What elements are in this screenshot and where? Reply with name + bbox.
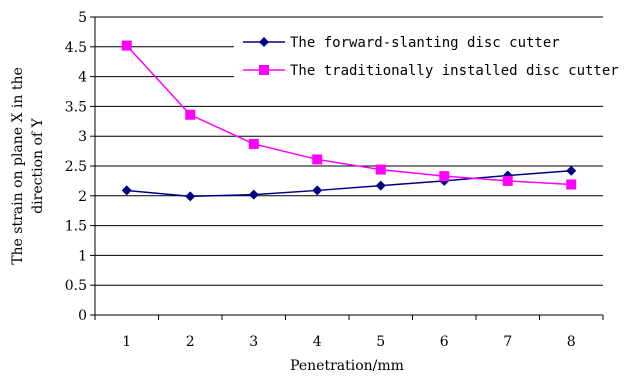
x-axis-title: Penetration/mm bbox=[290, 358, 404, 374]
data-point-square bbox=[375, 164, 386, 175]
y-tick-label: 0.5 bbox=[65, 278, 87, 294]
y-tick-label: 3.5 bbox=[65, 99, 87, 115]
x-tick-label: 5 bbox=[376, 334, 385, 350]
data-point-diamond bbox=[121, 185, 132, 196]
x-tick-label: 1 bbox=[122, 334, 131, 350]
legend-background bbox=[234, 27, 624, 84]
data-point-square bbox=[312, 154, 323, 165]
x-tick-label: 7 bbox=[503, 334, 512, 350]
y-tick-label: 2.5 bbox=[65, 159, 87, 175]
y-tick-label: 3 bbox=[78, 129, 87, 145]
y-tick-label: 4.5 bbox=[65, 40, 87, 56]
data-point-square bbox=[185, 109, 196, 120]
legend-label-traditional: The traditionally installed disc cutter bbox=[290, 63, 619, 79]
x-tick-label: 3 bbox=[249, 334, 258, 350]
y-tick-label: 1 bbox=[78, 248, 87, 264]
axes bbox=[90, 16, 604, 320]
data-point-square bbox=[248, 138, 259, 149]
data-point-diamond bbox=[185, 191, 196, 202]
legend-label-forward-slanting: The forward-slanting disc cutter bbox=[290, 35, 560, 51]
data-point-diamond bbox=[566, 165, 577, 176]
series-line bbox=[126, 45, 572, 186]
series-line bbox=[126, 170, 572, 198]
legend-marker-square bbox=[259, 65, 269, 75]
legend-marker-diamond bbox=[259, 37, 269, 47]
x-tick-labels: 1 2 3 4 5 6 7 8 bbox=[122, 334, 575, 350]
y-tick-labels: 0 0.5 1 1.5 2 2.5 3 3.5 4 4.5 5 bbox=[65, 10, 87, 324]
data-point-diamond bbox=[312, 185, 323, 196]
y-tick-label: 2 bbox=[78, 189, 87, 205]
data-point-diamond bbox=[248, 189, 259, 200]
data-point-square bbox=[121, 40, 132, 51]
y-tick-label: 1.5 bbox=[65, 219, 87, 235]
data-point-square bbox=[502, 175, 513, 186]
data-point-diamond bbox=[375, 180, 386, 191]
x-tick-label: 8 bbox=[567, 334, 576, 350]
y-axis-title-line2: direction of Y bbox=[30, 117, 46, 213]
y-axis-title-line1: The strain on plane X in the bbox=[10, 67, 26, 265]
y-tick-label: 0 bbox=[78, 308, 87, 324]
x-tick-label: 6 bbox=[440, 334, 449, 350]
y-tick-label: 5 bbox=[78, 10, 87, 26]
data-point-square bbox=[439, 171, 450, 182]
x-tick-label: 2 bbox=[186, 334, 195, 350]
data-point-square bbox=[566, 179, 577, 190]
legend: The forward-slanting disc cutter The tra… bbox=[234, 27, 624, 84]
series-group bbox=[121, 40, 577, 202]
y-tick-label: 4 bbox=[78, 70, 87, 86]
x-tick-label: 4 bbox=[313, 334, 322, 350]
